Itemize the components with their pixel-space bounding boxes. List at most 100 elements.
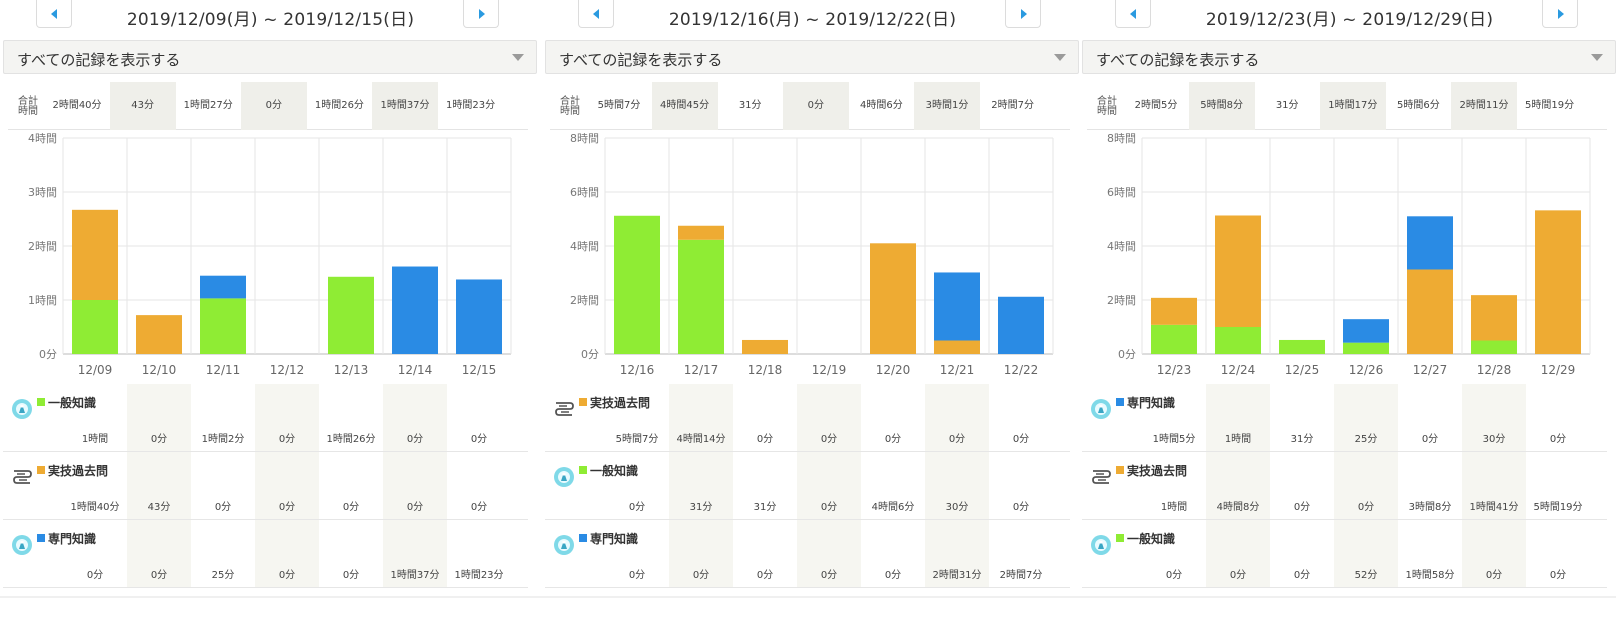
week-panel-1: 2019/12/09(月) ~ 2019/12/15(日) すべての記録を表示する…: [3, 0, 538, 621]
chart-paper-icon: [11, 466, 33, 488]
x-tick-label: 12/20: [876, 363, 911, 377]
column-shade: [383, 384, 447, 588]
arrow-left-icon: [593, 9, 599, 19]
daily-total-cell: 2時間11分: [1451, 82, 1517, 130]
subject-time-value: 0分: [884, 434, 902, 445]
column-shade: [255, 384, 319, 588]
subject-time-value: 0分: [1229, 570, 1247, 581]
subject-time-value: 1時間41分: [1469, 502, 1519, 513]
bar-segment: [1215, 215, 1261, 327]
week-navigation: 2019/12/23(月) ~ 2019/12/29(日): [1082, 0, 1616, 30]
subject-time-value: 0分: [406, 434, 424, 445]
y-tick-label: 4時間: [1107, 240, 1136, 253]
record-filter-dropdown[interactable]: すべての記録を表示する: [545, 40, 1079, 74]
x-tick-label: 12/18: [748, 363, 783, 377]
totals-label-line-1: 合計: [18, 96, 38, 107]
stacked-bar-chart: 0分 1時間 2時間 3時間 4時間 12/09 12/10 12/11 12/12 12/13 1…: [3, 130, 538, 380]
column-shade: [669, 384, 733, 588]
record-filter-label: すべての記録を表示する: [559, 51, 723, 69]
bar-segment: [1471, 295, 1517, 341]
record-filter-label: すべての記録を表示する: [1096, 51, 1260, 69]
subject-time-value: 0分: [470, 434, 488, 445]
subject-time-value: 1時間: [1224, 434, 1252, 445]
y-tick-label: 2時間: [1107, 294, 1136, 307]
daily-total-cell: 31分: [1275, 100, 1299, 111]
subject-time-value: 0分: [278, 434, 296, 445]
subject-row: 実技過去問 1時間40分 43分 0分 0分 0分 0分 0分: [3, 452, 528, 520]
daily-total-cell: 4時間45分: [651, 82, 718, 130]
week-navigation: 2019/12/16(月) ~ 2019/12/22(日): [545, 0, 1080, 30]
next-week-button[interactable]: [463, 0, 499, 28]
daily-total-cell: 1時間23分: [446, 100, 496, 111]
arrow-left-icon: [1130, 9, 1136, 19]
x-tick-label: 12/19: [812, 363, 847, 377]
totals-label-line-2: 時間: [18, 106, 38, 117]
subject-name: 専門知識: [590, 532, 639, 546]
subject-time-value: 30分: [945, 502, 969, 513]
previous-week-button[interactable]: [1115, 0, 1151, 28]
bar-segment: [392, 266, 438, 354]
subject-color-swatch: [579, 398, 587, 406]
subject-name: 一般知識: [1127, 532, 1176, 546]
x-tick-label: 12/12: [270, 363, 305, 377]
x-tick-label: 12/16: [620, 363, 655, 377]
subject-name: 専門知識: [48, 532, 97, 546]
y-tick-label: 4時間: [28, 132, 57, 145]
next-week-button[interactable]: [1542, 0, 1578, 28]
subject-time-value: 0分: [214, 502, 232, 513]
bar-segment: [934, 272, 980, 341]
subject-time-value: 4時間8分: [1216, 502, 1260, 513]
globe-icon: [553, 466, 575, 488]
subject-time-value: 0分: [278, 570, 296, 581]
bar-segment: [328, 276, 374, 354]
x-tick-label: 12/27: [1413, 363, 1448, 377]
subject-time-value: 25分: [1354, 434, 1378, 445]
subject-time-value: 0分: [884, 570, 902, 581]
record-filter-dropdown[interactable]: すべての記録を表示する: [1082, 40, 1616, 74]
totals-label-line-1: 合計: [1097, 96, 1117, 107]
arrow-right-icon: [479, 9, 485, 19]
subject-time-value: 0分: [1357, 502, 1375, 513]
next-week-button[interactable]: [1005, 0, 1041, 28]
bar-segment: [1215, 327, 1261, 354]
daily-total-cell: 4時間6分: [860, 100, 903, 111]
chevron-down-icon: [1591, 54, 1603, 61]
globe-icon: [11, 534, 33, 556]
subject-time-value: 2時間7分: [999, 570, 1043, 581]
date-range-title: 2019/12/09(月) ~ 2019/12/15(日): [126, 10, 415, 30]
globe-icon: [1090, 534, 1112, 556]
totals-label: 合計 時間: [18, 97, 40, 117]
subject-time-value: 1時間23分: [454, 570, 504, 581]
bar-segment: [1343, 342, 1389, 354]
subject-time-value: 4時間6分: [871, 502, 915, 513]
subject-name: 実技過去問: [48, 464, 109, 478]
previous-week-button[interactable]: [578, 0, 614, 28]
bar-segment: [1343, 319, 1389, 343]
record-filter-dropdown[interactable]: すべての記録を表示する: [3, 40, 537, 74]
subject-time-value: 0分: [1421, 434, 1439, 445]
subject-time-value: 0分: [1549, 434, 1567, 445]
y-tick-label: 0分: [581, 348, 599, 361]
y-tick-label: 3時間: [28, 186, 57, 199]
y-tick-label: 2時間: [570, 294, 599, 307]
daily-total-cell: 5時間6分: [1397, 100, 1440, 111]
daily-total-cell: 2時間7分: [991, 100, 1034, 111]
previous-week-button[interactable]: [36, 0, 72, 28]
subject-row: 専門知識 0分 0分 0分 0分 0分 2時間31分 2時間7分: [545, 520, 1070, 588]
daily-total-cell: 1時間27分: [183, 100, 233, 111]
subject-time-value: 3時間8分: [1408, 502, 1452, 513]
subject-time-value: 4時間14分: [676, 434, 726, 445]
subject-time-value: 0分: [820, 502, 838, 513]
subject-time-value: 0分: [1293, 502, 1311, 513]
date-range-title: 2019/12/16(月) ~ 2019/12/22(日): [668, 10, 957, 30]
subject-time-value: 31分: [689, 502, 713, 513]
globe-icon: [553, 534, 575, 556]
totals-label-line-2: 時間: [560, 106, 580, 117]
column-shade: [127, 384, 191, 588]
daily-total-cell: 43分: [109, 82, 176, 130]
subject-time-value: 0分: [756, 434, 774, 445]
week-panel-2: 2019/12/16(月) ~ 2019/12/22(日) すべての記録を表示する…: [545, 0, 1080, 621]
daily-total-cell: 3時間1分: [914, 82, 980, 130]
bar-segment: [934, 340, 980, 354]
bar-segment: [678, 225, 724, 240]
